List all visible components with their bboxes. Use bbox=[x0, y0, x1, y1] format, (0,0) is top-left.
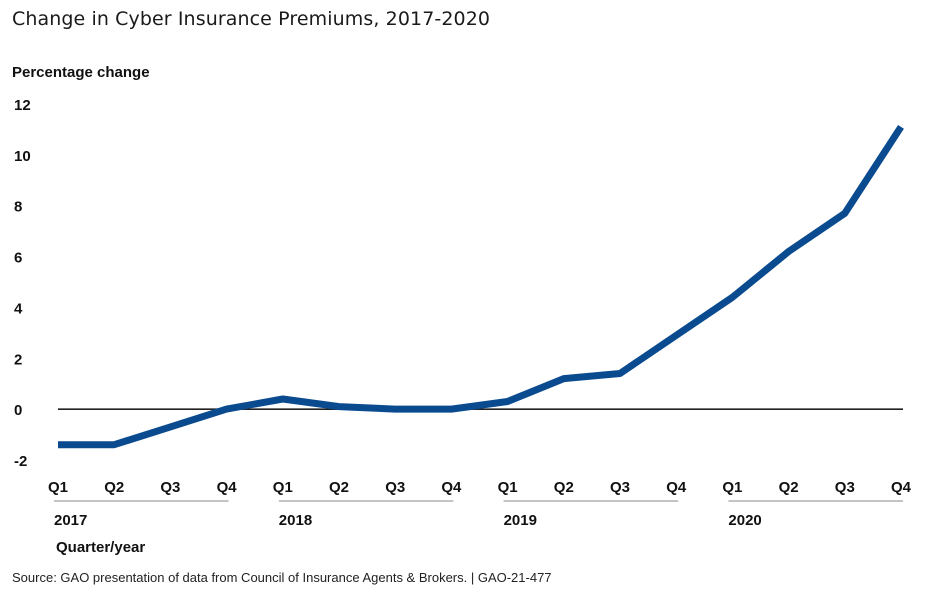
y-tick-label: 10 bbox=[14, 148, 31, 165]
x-tick-label: Q4 bbox=[217, 479, 238, 496]
data-point bbox=[673, 332, 680, 339]
y-tick-label: 0 bbox=[14, 402, 22, 419]
data-point bbox=[223, 406, 230, 413]
x-tick-label: Q2 bbox=[104, 479, 124, 496]
x-tick-label: Q2 bbox=[329, 479, 349, 496]
data-point bbox=[560, 375, 567, 382]
x-tick-label: Q1 bbox=[48, 479, 68, 496]
y-tick-label: -2 bbox=[14, 453, 27, 470]
data-point bbox=[617, 370, 624, 377]
y-tick-label: 2 bbox=[14, 351, 22, 368]
x-tick-label: Q3 bbox=[160, 479, 180, 496]
x-tick-label: Q2 bbox=[779, 479, 799, 496]
series-line bbox=[58, 124, 904, 449]
data-point bbox=[392, 406, 399, 413]
x-axis-label: Quarter/year bbox=[56, 539, 146, 556]
data-point bbox=[785, 248, 792, 255]
x-tick-label: Q4 bbox=[666, 479, 687, 496]
y-tick-label: 4 bbox=[14, 300, 23, 317]
y-tick-label: 6 bbox=[14, 250, 22, 267]
data-point bbox=[279, 395, 286, 402]
data-point bbox=[167, 423, 174, 430]
chart-title: Change in Cyber Insurance Premiums, 2017… bbox=[12, 8, 491, 30]
x-tick-label: Q4 bbox=[891, 479, 912, 496]
x-tick-label: Q1 bbox=[722, 479, 742, 496]
x-tick-label: Q1 bbox=[498, 479, 518, 496]
data-point bbox=[898, 123, 905, 130]
data-point bbox=[729, 294, 736, 301]
x-tick-label: Q3 bbox=[385, 479, 405, 496]
x-tick-label: Q3 bbox=[610, 479, 630, 496]
year-label: 2019 bbox=[504, 512, 537, 529]
data-point bbox=[448, 406, 455, 413]
year-label: 2017 bbox=[54, 512, 87, 529]
data-point bbox=[55, 441, 62, 448]
y-axis-label: Percentage change bbox=[12, 64, 150, 81]
source-note: Source: GAO presentation of data from Co… bbox=[12, 570, 552, 585]
y-tick-label: 8 bbox=[14, 199, 22, 216]
y-tick-label: 12 bbox=[14, 97, 31, 114]
x-tick-label: Q3 bbox=[835, 479, 855, 496]
data-point bbox=[841, 210, 848, 217]
year-label: 2018 bbox=[279, 512, 312, 529]
year-label: 2020 bbox=[728, 512, 761, 529]
data-point bbox=[504, 398, 511, 405]
x-tick-label: Q4 bbox=[441, 479, 462, 496]
data-point bbox=[111, 441, 118, 448]
x-tick-label: Q1 bbox=[273, 479, 293, 496]
data-point bbox=[336, 403, 343, 410]
x-tick-label: Q2 bbox=[554, 479, 574, 496]
